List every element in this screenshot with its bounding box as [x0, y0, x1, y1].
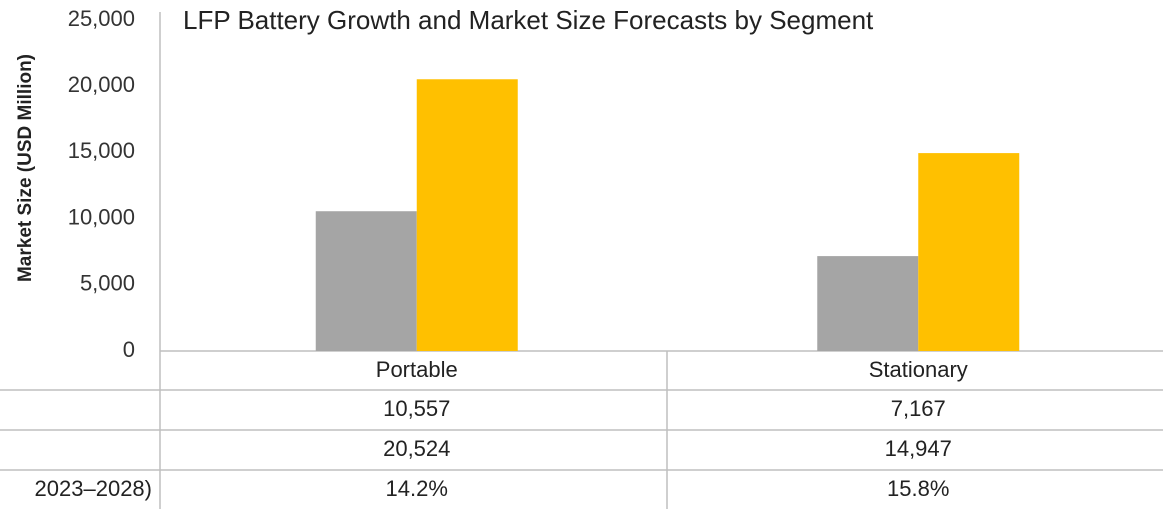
y-axis-label: Market Size (USD Million): [15, 54, 36, 282]
y-tick-label: 5,000: [80, 271, 135, 296]
y-tick-label: 10,000: [68, 204, 135, 229]
chart-title: LFP Battery Growth and Market Size Forec…: [183, 5, 874, 35]
y-tick-label: 15,000: [68, 138, 135, 163]
table-cell: 20,524: [383, 436, 450, 461]
table-cell: 14.2%: [386, 476, 448, 501]
table-cell: 14,947: [885, 436, 952, 461]
y-tick-label: 0: [123, 337, 135, 362]
y-tick-label: 20,000: [68, 72, 135, 97]
bar: [315, 211, 417, 351]
category-label: Stationary: [869, 357, 968, 382]
bar: [918, 153, 1020, 351]
category-label: Portable: [376, 357, 458, 382]
y-tick-label: 25,000: [68, 6, 135, 31]
table-cell: 10,557: [383, 396, 450, 421]
table-cell: 7,167: [891, 396, 946, 421]
table-cell: 15.8%: [887, 476, 949, 501]
bar: [817, 256, 919, 351]
bar: [416, 79, 518, 351]
table-row-label: 2023–2028): [35, 476, 152, 501]
